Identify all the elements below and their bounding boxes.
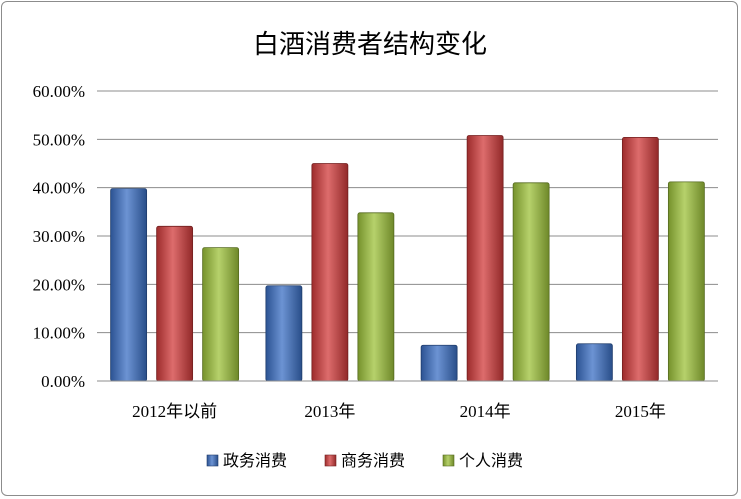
x-axis-ticks: 2012年以前 2013年 2014年 2015年 bbox=[132, 402, 666, 421]
bars bbox=[110, 135, 705, 382]
bar bbox=[311, 163, 349, 382]
y-tick-label: 10.00% bbox=[33, 324, 85, 343]
bar bbox=[110, 188, 148, 382]
y-tick-label: 30.00% bbox=[33, 227, 85, 246]
legend-label: 个人消费 bbox=[459, 451, 523, 470]
chart-title: 白酒消费者结构变化 bbox=[253, 30, 487, 60]
legend-label: 政务消费 bbox=[223, 451, 287, 470]
y-axis-ticks: 0.00% 10.00% 20.00% 30.00% 40.00% 50.00% 60.00… bbox=[33, 82, 85, 391]
bar bbox=[202, 247, 240, 382]
bar bbox=[466, 135, 504, 382]
legend-swatch bbox=[206, 454, 219, 467]
x-tick-label: 2015年 bbox=[615, 402, 666, 421]
bar bbox=[156, 225, 194, 382]
y-tick-label: 20.00% bbox=[33, 275, 85, 294]
legend-label: 商务消费 bbox=[341, 451, 405, 470]
y-tick-label: 40.00% bbox=[33, 179, 85, 198]
legend-swatch bbox=[324, 454, 337, 467]
legend-swatch bbox=[442, 454, 455, 467]
bar bbox=[575, 343, 613, 382]
legend: 政务消费 商务消费 个人消费 bbox=[206, 451, 523, 470]
x-tick-label: 2012年以前 bbox=[132, 402, 217, 421]
bar bbox=[667, 181, 705, 382]
bar bbox=[265, 285, 303, 382]
bar bbox=[621, 136, 659, 382]
gridlines bbox=[97, 90, 718, 334]
bar bbox=[357, 212, 395, 382]
y-tick-label: 60.00% bbox=[33, 82, 85, 101]
x-tick-label: 2014年 bbox=[460, 402, 511, 421]
y-tick-label: 0.00% bbox=[41, 372, 85, 391]
bar bbox=[420, 344, 458, 382]
bar bbox=[512, 182, 550, 382]
x-tick-label: 2013年 bbox=[304, 402, 355, 421]
y-tick-label: 50.00% bbox=[33, 130, 85, 149]
